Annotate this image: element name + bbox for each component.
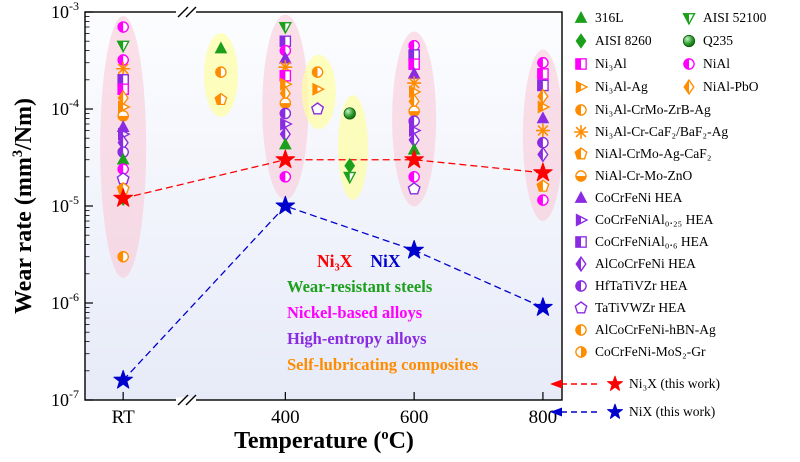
legend-label: NiAl-PbO bbox=[703, 79, 759, 94]
legend-label: Ni₃Al-Ag bbox=[595, 79, 648, 94]
marker-316L-icon bbox=[574, 10, 588, 23]
legend-label: NiAl-Cr-Mo-ZnO bbox=[595, 168, 693, 183]
annotation-series-names: Ni₃X NiX bbox=[287, 248, 478, 274]
annotation-text: NiX bbox=[370, 251, 401, 271]
legend-item-Ni3AlCrCaF2BaF2Ag: Ni₃Al-Cr-CaF₂/BaF₂-Ag bbox=[572, 123, 728, 141]
legend-label: AlCoCrFeNi HEA bbox=[595, 256, 696, 271]
annotation-text: High-entropy alloys bbox=[287, 329, 427, 348]
legend-item-Q235: Q235 bbox=[680, 32, 733, 50]
legend-arrowhead-icon bbox=[550, 407, 562, 417]
legend-label: AlCoCrFeNi-hBN-Ag bbox=[595, 322, 716, 337]
marker-Ni3AlCrCaF2BaF2Ag-icon bbox=[573, 124, 589, 140]
legend-item-Ni3AlAg: Ni₃Al-Ag bbox=[572, 78, 648, 96]
marker-AISI8260-icon bbox=[575, 33, 587, 49]
marker-NiAlCrMoAgCaF2-icon bbox=[574, 147, 588, 160]
legend-label: TaTiVWZr HEA bbox=[595, 300, 687, 315]
legend-label: CoCrFeNiAl₀.₂₅ HEA bbox=[595, 212, 714, 227]
x-axis-label-text: C) bbox=[388, 428, 414, 454]
marker-TaTiVWZr-icon bbox=[574, 301, 588, 314]
x-axis-label-text: Temperature ( bbox=[234, 428, 382, 454]
legend-label: HfTaTiVZr HEA bbox=[595, 278, 688, 293]
legend-item-AISI52100: AISI 52100 bbox=[680, 9, 766, 27]
marker-NiAlPbO-icon bbox=[683, 79, 695, 95]
marker-NiAl-icon bbox=[683, 58, 695, 70]
marker-NiX-icon bbox=[607, 403, 623, 419]
marker-NiAlCrMoZnO-icon bbox=[575, 170, 587, 182]
legend-label: Ni₃Al-CrMo-ZrB-Ag bbox=[595, 102, 711, 117]
marker-Ni3AlCrMoZrBAg-icon bbox=[575, 104, 587, 116]
marker-HfTaTiVZr-icon bbox=[575, 280, 587, 292]
legend-item-Ni3Al: Ni₃Al bbox=[572, 55, 627, 73]
marker-CoCrFeNiAl06-icon bbox=[575, 236, 587, 248]
x-axis-label: Temperature (oC) bbox=[234, 427, 414, 455]
marker-CoCrFeNi-icon bbox=[574, 190, 588, 203]
legend-item-Ni3X: Ni₃X (this work) bbox=[606, 375, 720, 393]
marker-AISI52100-icon bbox=[682, 13, 696, 26]
annotation-text: Nickel-based alloys bbox=[287, 303, 423, 322]
legend-item-316L: 316L bbox=[572, 9, 624, 27]
legend-item-NiAlCrMoZnO: NiAl-Cr-Mo-ZnO bbox=[572, 167, 692, 185]
legend-item-CoCrFeNiAl06: CoCrFeNiAl₀.₆ HEA bbox=[572, 233, 709, 251]
legend-label: AISI 52100 bbox=[703, 10, 767, 25]
marker-CoCrFeNiAl025-icon bbox=[575, 213, 589, 227]
annotation-block: Ni₃X NiX Wear-resistant steels Nickel-based… bbox=[287, 248, 478, 378]
annotation-text: Self-lubricating composites bbox=[287, 355, 479, 374]
x-tick-label: 400 bbox=[271, 407, 300, 428]
annotation-text: Ni₃X bbox=[317, 251, 353, 271]
legend-label: AISI 8260 bbox=[595, 33, 652, 48]
marker-Ni3AlAg-icon bbox=[575, 80, 589, 94]
legend-label: NiAl bbox=[703, 56, 730, 71]
marker-Q235-icon bbox=[682, 34, 696, 48]
annotation-text: Wear-resistant steels bbox=[287, 277, 433, 296]
legend-item-AlCoCrFeNihBNAg: AlCoCrFeNi-hBN-Ag bbox=[572, 321, 716, 339]
marker-Ni3X-icon bbox=[607, 375, 623, 391]
legend-label: 316L bbox=[595, 10, 624, 25]
legend-label: CoCrFeNi-MoS₂-Gr bbox=[595, 344, 706, 359]
legend-item-AISI8260: AISI 8260 bbox=[572, 32, 652, 50]
legend-item-CoCrFeNi: CoCrFeNi HEA bbox=[572, 189, 682, 207]
legend-item-AlCoCrFeNi: AlCoCrFeNi HEA bbox=[572, 255, 696, 273]
series-line bbox=[122, 205, 544, 381]
marker-AlCoCrFeNihBNAg-icon bbox=[575, 324, 587, 336]
marker-Ni3Al-icon bbox=[575, 58, 587, 70]
legend-label: Q235 bbox=[703, 33, 733, 48]
x-tick-label: 800 bbox=[529, 407, 558, 428]
legend-item-CoCrFeNiAl025: CoCrFeNiAl₀.₂₅ HEA bbox=[572, 211, 713, 229]
legend-label: CoCrFeNi HEA bbox=[595, 190, 683, 205]
legend-item-HfTaTiVZr: HfTaTiVZr HEA bbox=[572, 277, 688, 295]
legend-item-TaTiVWZr: TaTiVWZr HEA bbox=[572, 299, 686, 317]
legend-arrowhead-icon bbox=[550, 379, 562, 389]
legend-item-Ni3AlCrMoZrBAg: Ni₃Al-CrMo-ZrB-Ag bbox=[572, 101, 711, 119]
marker-CoCrFeNiMoS2Gr-icon bbox=[575, 346, 587, 358]
legend-item-NiAlPbO: NiAl-PbO bbox=[680, 78, 759, 96]
legend-item-NiX: NiX (this work) bbox=[606, 403, 715, 421]
legend-item-CoCrFeNiMoS2Gr: CoCrFeNi-MoS₂-Gr bbox=[572, 343, 705, 361]
x-axis-label-sup: o bbox=[381, 427, 389, 443]
legend-label: Ni₃X (this work) bbox=[629, 376, 720, 391]
legend-label: CoCrFeNiAl₀.₆ HEA bbox=[595, 234, 709, 249]
marker-AlCoCrFeNi-icon bbox=[575, 256, 587, 272]
x-tick-label: 600 bbox=[400, 407, 429, 428]
legend-label: NiX (this work) bbox=[629, 404, 716, 419]
legend-item-NiAlCrMoAgCaF2: NiAl-CrMo-Ag-CaF₂ bbox=[572, 145, 711, 163]
legend-label: Ni₃Al-Cr-CaF₂/BaF₂-Ag bbox=[595, 124, 729, 139]
legend-item-NiAl: NiAl bbox=[680, 55, 730, 73]
legend-label: NiAl-CrMo-Ag-CaF₂ bbox=[595, 146, 712, 161]
x-tick-label: RT bbox=[112, 407, 136, 428]
legend-label: Ni₃Al bbox=[595, 56, 627, 71]
